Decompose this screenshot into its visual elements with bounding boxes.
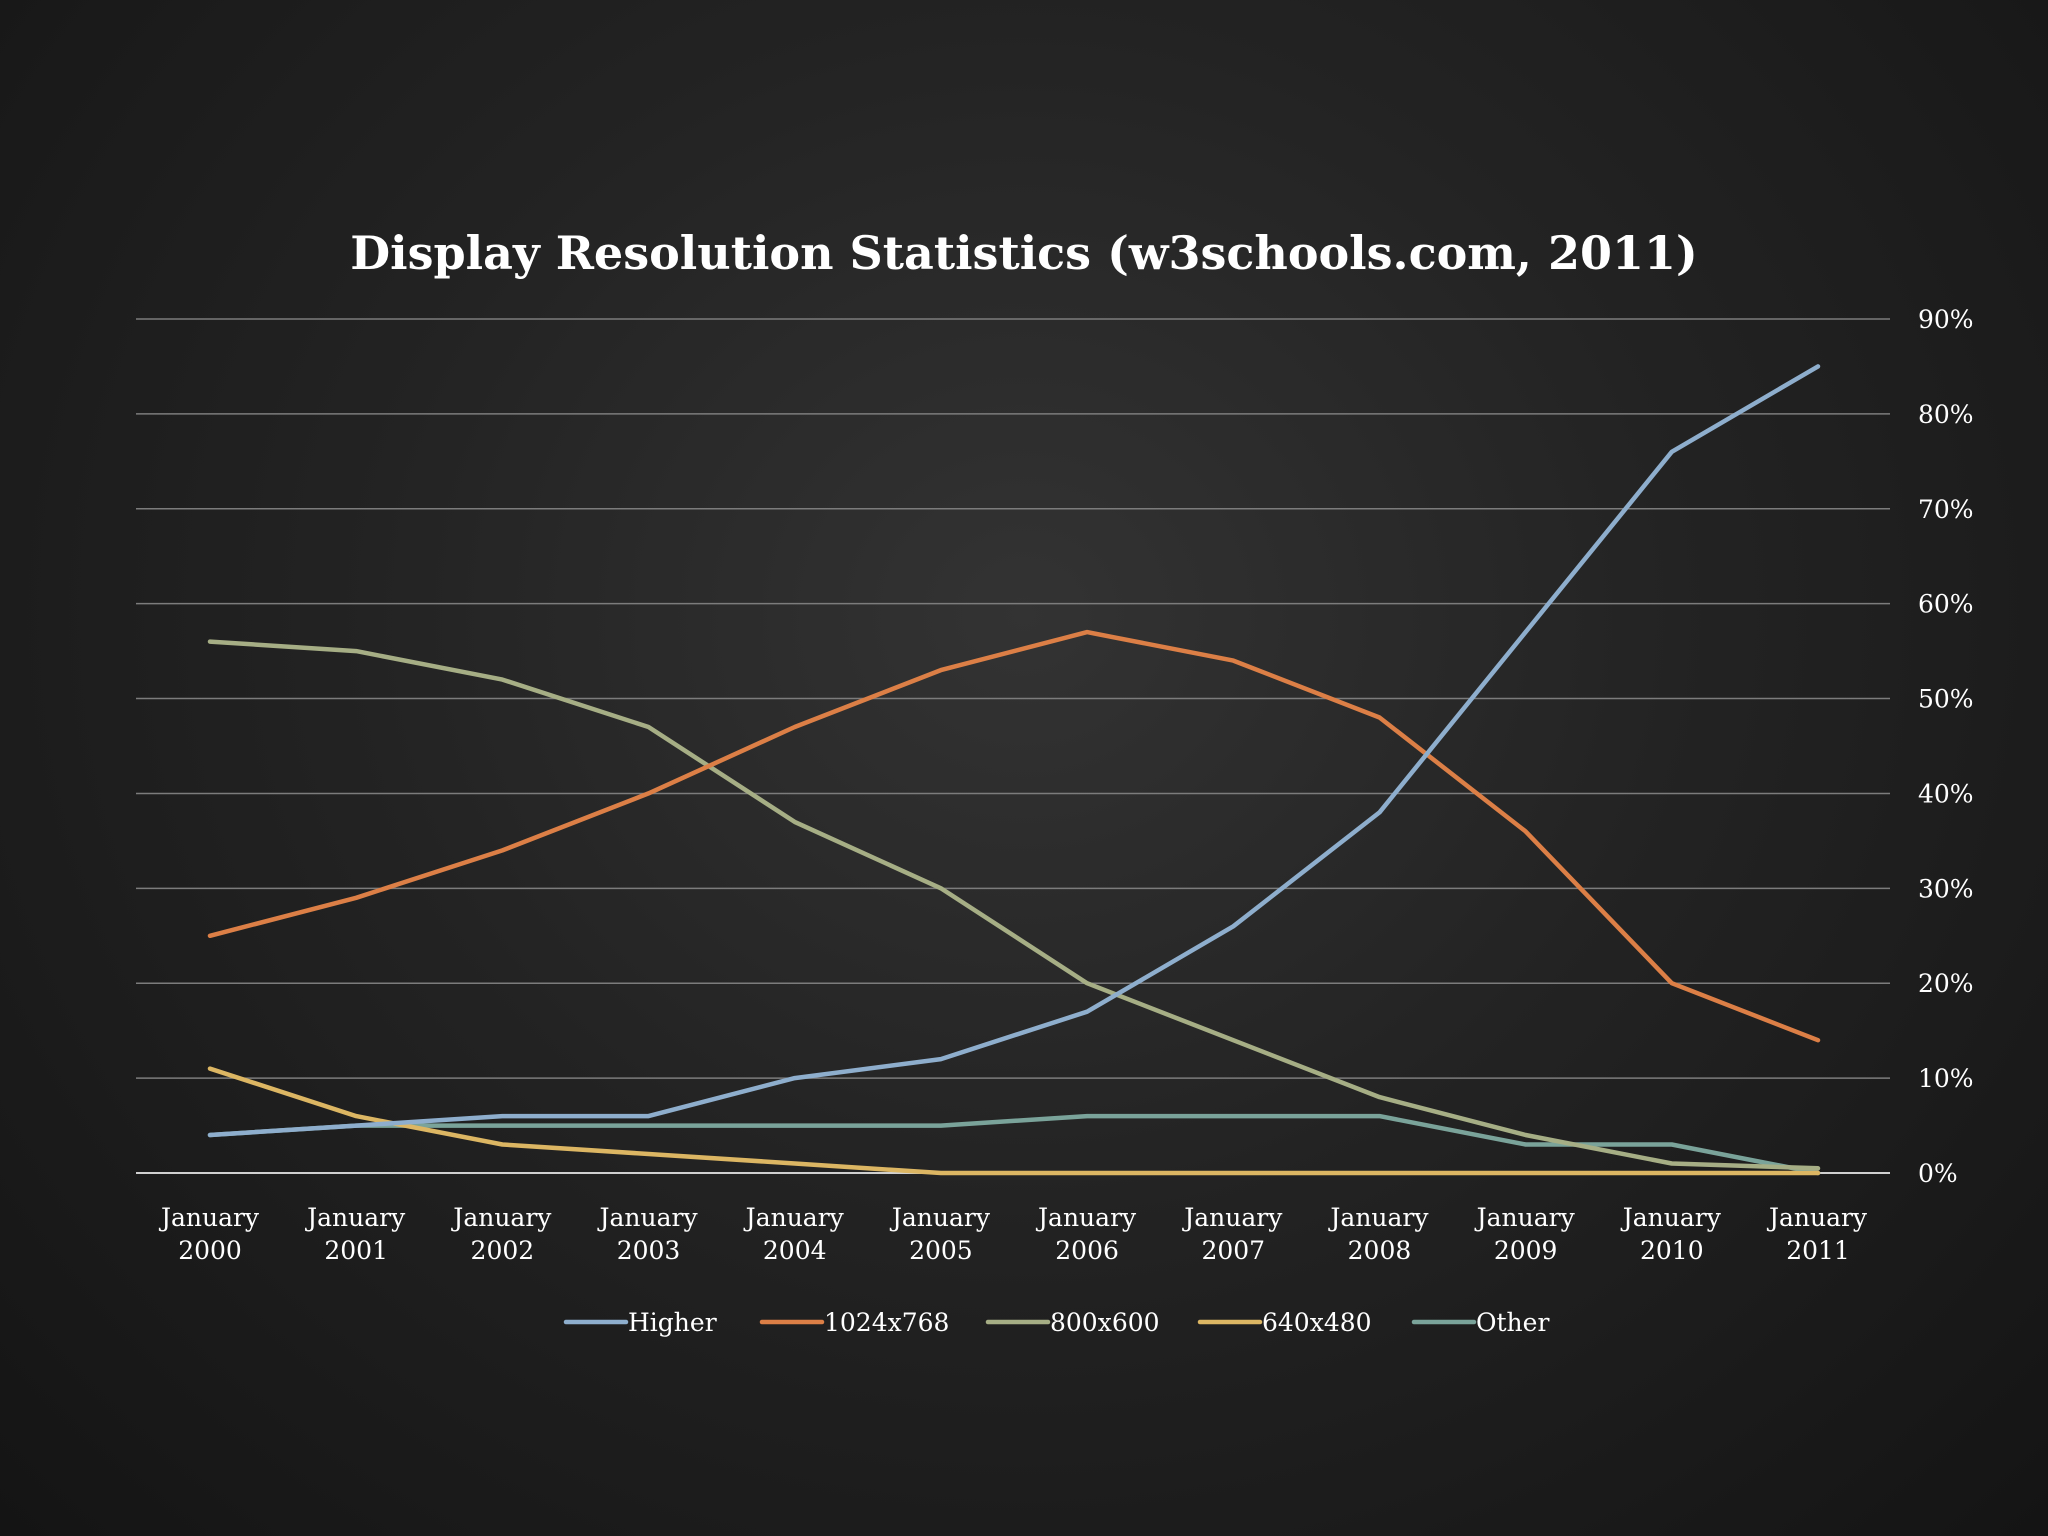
series-line-1024x768 — [207, 629, 1821, 1043]
y-tick-label: 50% — [1918, 685, 1974, 714]
series-line-higher — [207, 364, 1821, 1138]
legend: Higher 1024x768 800x600 640x480 Other — [563, 1308, 1549, 1337]
y-tick-label: 90% — [1918, 305, 1974, 334]
series-line-800x600 — [207, 639, 1821, 1171]
series-lines — [207, 364, 1821, 1176]
legend-label: 1024x768 — [824, 1308, 949, 1337]
x-tick-label: January 2006 — [1035, 1203, 1137, 1265]
x-tick-label: January 2003 — [596, 1203, 698, 1265]
y-tick-label: 60% — [1918, 590, 1974, 619]
x-tick-label: January 2001 — [304, 1203, 406, 1265]
y-tick-label: 0% — [1918, 1159, 1958, 1188]
series-line-640x480 — [207, 1066, 1821, 1176]
x-tick-label: January 2005 — [889, 1203, 991, 1265]
x-tick-label: January 2008 — [1327, 1203, 1429, 1265]
x-tick-label: January 2011 — [1766, 1203, 1868, 1265]
x-axis-ticks: January 2000 January 2001 January 2002 January… — [158, 1203, 1868, 1265]
x-tick-label: January 2010 — [1620, 1203, 1722, 1265]
legend-label: Higher — [628, 1308, 717, 1337]
legend-label: 640x480 — [1262, 1308, 1372, 1337]
y-tick-label: 10% — [1918, 1064, 1974, 1093]
legend-label: 800x600 — [1050, 1308, 1160, 1337]
x-tick-label: January 2004 — [743, 1203, 845, 1265]
x-tick-label: January 2009 — [1474, 1203, 1576, 1265]
y-tick-label: 40% — [1918, 779, 1974, 808]
y-axis-ticks: 0% 10% 20% 30% 40% 50% 60% 70% 80% 90% — [1918, 305, 1974, 1188]
y-tick-label: 30% — [1918, 874, 1974, 903]
x-tick-label: January 2002 — [450, 1203, 552, 1265]
x-tick-label: January 2007 — [1181, 1203, 1283, 1265]
series-line-other — [207, 1113, 1821, 1176]
y-tick-label: 20% — [1918, 969, 1974, 998]
legend-label: Other — [1476, 1308, 1549, 1337]
y-tick-label: 70% — [1918, 495, 1974, 524]
gridlines — [136, 318, 1890, 1174]
chart-title: Display Resolution Statistics (w3schools… — [350, 226, 1698, 280]
y-tick-label: 80% — [1918, 400, 1974, 429]
x-tick-label: January 2000 — [158, 1203, 260, 1265]
